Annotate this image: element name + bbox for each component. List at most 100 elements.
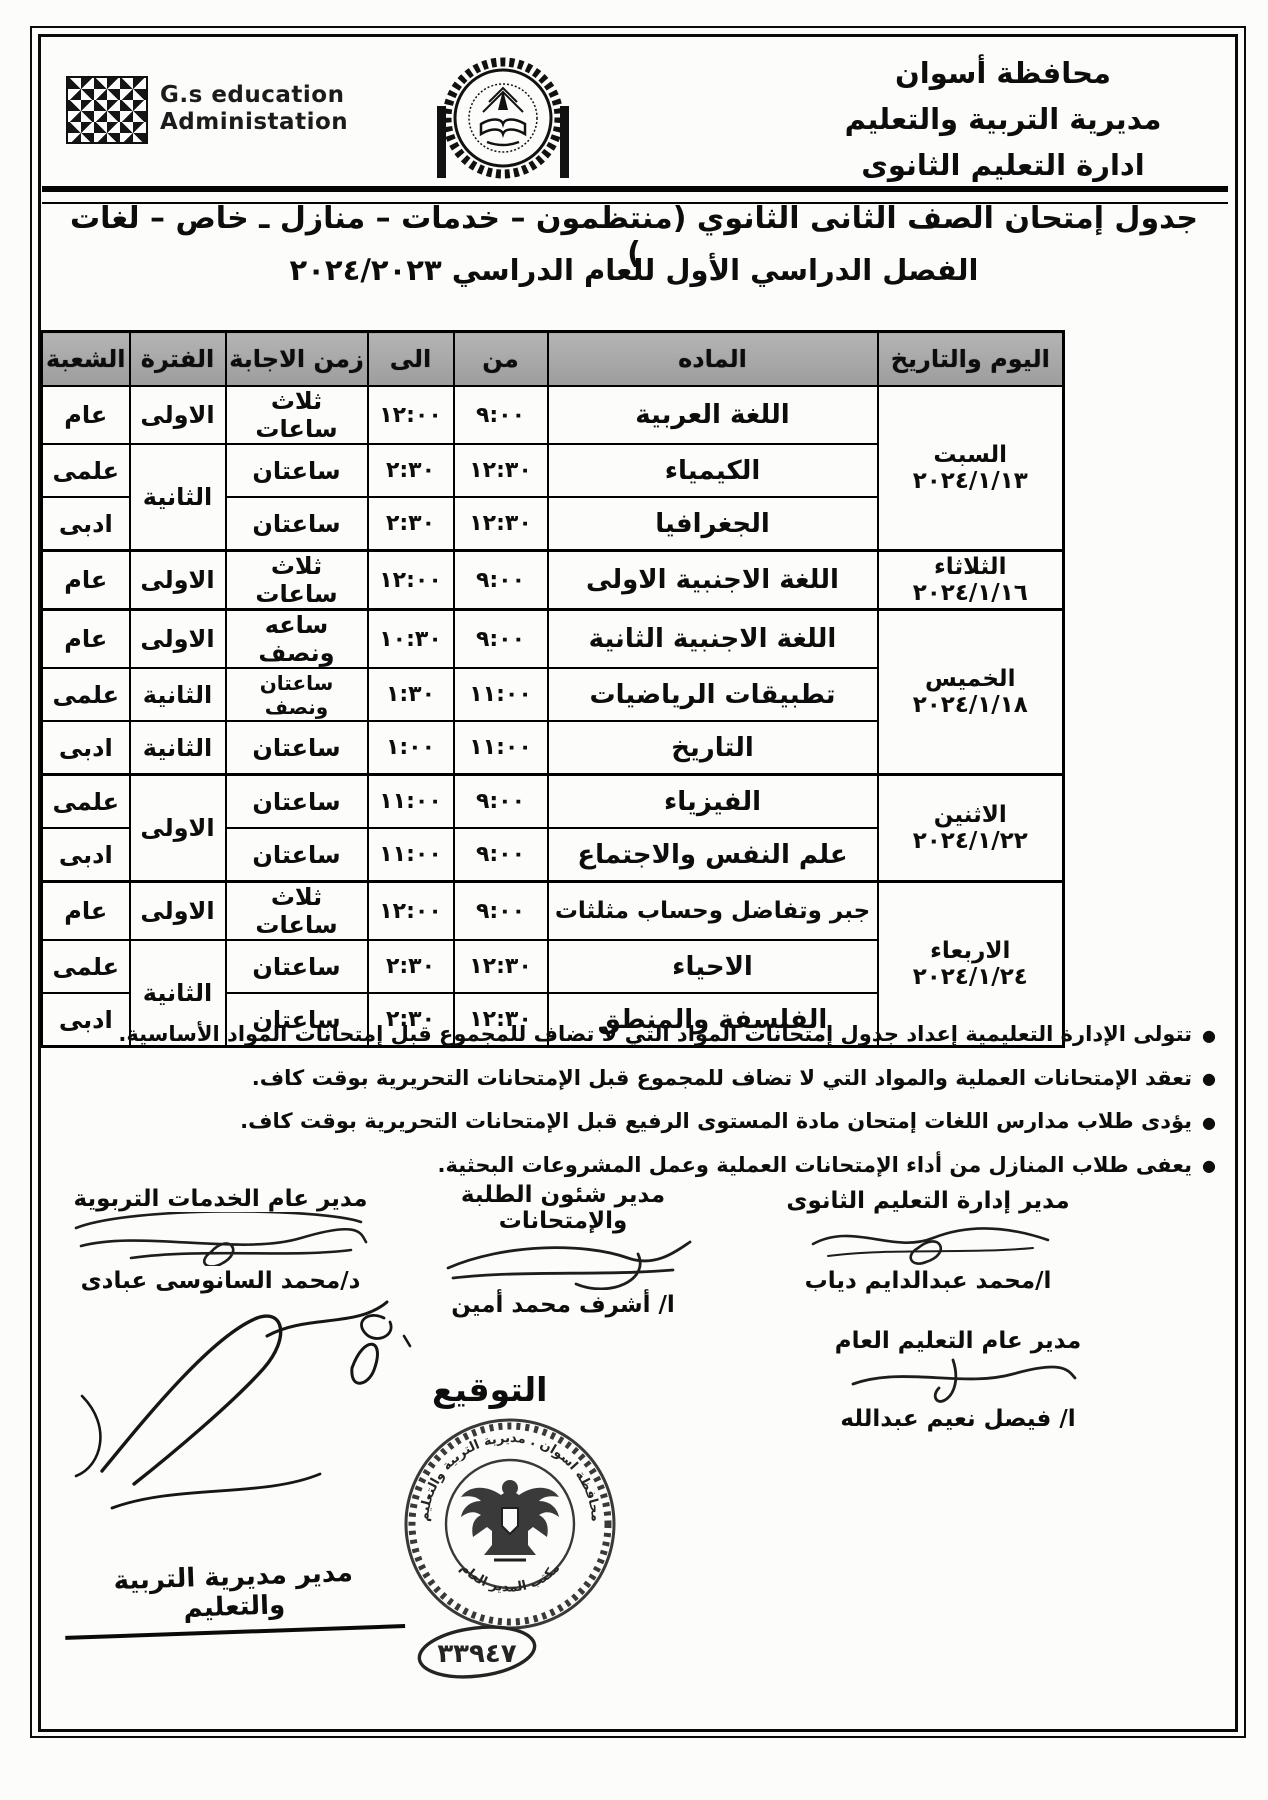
col-header-to: الى — [366, 330, 455, 387]
duration-cell: ساعتان — [224, 773, 369, 829]
duration-cell: ساعتان — [224, 939, 369, 994]
period-cell: الثانية — [128, 939, 227, 1048]
branch-cell: علمى — [40, 939, 131, 994]
branch-cell: عام — [40, 549, 131, 611]
day-cell: الاثنين ٢٠٢٤/١/٢٢ — [876, 773, 1065, 883]
signature-block-secondary-education: مدير إدارة التعليم الثانوى ا/محمد عبدالد… — [778, 1188, 1078, 1294]
branch-cell: عام — [40, 608, 131, 669]
org-ar-line3: ادارة التعليم الثانوى — [861, 148, 1145, 182]
branch-cell: عام — [40, 880, 131, 941]
period-cell: الثانية — [128, 443, 227, 552]
note-text: تعقد الإمتحانات العملية والمواد التي لا … — [251, 1065, 1193, 1090]
branch-cell: عام — [40, 385, 131, 445]
exam-schedule-table: اليوم والتاريخ الماده من الى زمن الاجابة… — [40, 330, 1065, 1048]
svg-text:مكتب المدير العام: مكتب المدير العام — [457, 1561, 563, 1596]
signature-name: ا/محمد عبدالدايم دياب — [804, 1268, 1052, 1294]
stamp-office-text: مكتب المدير العام — [457, 1561, 563, 1596]
schedule-subtitle: الفصل الدراسي الأول للعام الدراسي ٢٠٢٤/٢… — [289, 253, 979, 287]
signature-title: مدير شئون الطلبة والإمتحانات — [460, 1182, 666, 1234]
branch-cell: علمى — [40, 443, 131, 498]
schedule-title: جدول إمتحان الصف الثانى الثانوي (منتظمون… — [69, 201, 1199, 271]
subject-cell: الفلسفة والمنطق — [546, 992, 879, 1048]
eagle-icon — [461, 1480, 559, 1562]
to-cell: ١:٣٠ — [366, 667, 455, 722]
to-cell: ١٢:٠٠ — [366, 549, 455, 611]
branch-cell: ادبى — [40, 720, 131, 776]
from-cell: ٩:٠٠ — [452, 880, 549, 941]
org-en-line1: G.s education — [160, 82, 345, 108]
to-cell: ١:٠٠ — [366, 720, 455, 776]
period-cell: الاولى — [128, 549, 227, 611]
header-divider — [42, 186, 1228, 204]
gs-education-logo — [66, 76, 148, 144]
day-cell: السبت ٢٠٢٤/١/١٣ — [876, 385, 1065, 552]
to-cell: ٢:٣٠ — [366, 443, 455, 498]
period-cell: الاولى — [128, 880, 227, 941]
from-cell: ٩:٠٠ — [452, 385, 549, 445]
col-header-branch: الشعبة — [40, 330, 131, 387]
col-header-duration: زمن الاجابة — [224, 330, 369, 387]
org-ar-line2: مديرية التربية والتعليم — [844, 102, 1162, 136]
duration-cell: ثلاث ساعات — [224, 880, 369, 941]
table-row: الاثنين ٢٠٢٤/١/٢٢ الفيزياء ٩:٠٠ ١١:٠٠ سا… — [40, 773, 1065, 883]
col-header-subject: الماده — [546, 330, 879, 387]
to-cell: ١٢:٠٠ — [366, 385, 455, 445]
to-cell: ١٢:٠٠ — [366, 880, 455, 941]
from-cell: ١٢:٣٠ — [452, 992, 549, 1048]
stamp-number-text: ٣٣٩٤٧ — [437, 1639, 516, 1669]
page-border-inner — [38, 34, 1238, 1732]
signature-name: د/محمد السانوسى عبادى — [80, 1268, 361, 1294]
col-header-day: اليوم والتاريخ — [876, 330, 1065, 387]
from-cell: ٩:٠٠ — [452, 608, 549, 669]
period-cell: الاولى — [128, 773, 227, 883]
stamp-serial-number: ٣٣٩٤٧ — [412, 1622, 542, 1686]
table-row: الخميس ٢٠٢٤/١/١٨ اللغة الاجنبية الثانية … — [40, 608, 1065, 776]
from-cell: ٩:٠٠ — [452, 827, 549, 883]
to-cell: ١١:٠٠ — [366, 827, 455, 883]
table-row: الجغرافيا ١٢:٣٠ ٢:٣٠ ساعتان ادبى — [40, 496, 1064, 552]
notes-list: ● تتولى الإدارة التعليمية إعداد جدول إمتح… — [50, 1020, 1216, 1194]
branch-cell: علمى — [40, 667, 131, 722]
to-cell: ١١:٠٠ — [366, 773, 455, 829]
subject-cell: اللغة الاجنبية الثانية — [546, 608, 879, 669]
signature-block-educational-services: مدير عام الخدمات التربوية د/محمد السانوس… — [48, 1186, 393, 1294]
duration-cell: ثلاث ساعات — [224, 385, 369, 445]
note-text: يؤدى طلاب مدارس اللغات إمتحان مادة المست… — [240, 1109, 1193, 1133]
table-row: الكيمياء ١٢:٣٠ ٢:٣٠ ساعتان الثانية علمى — [40, 443, 1064, 552]
branch-cell: ادبى — [40, 992, 131, 1048]
branch-cell: ادبى — [40, 827, 131, 883]
duration-cell: ساعتان — [224, 443, 369, 498]
bullet-icon: ● — [1202, 1156, 1216, 1175]
period-cell: الثانية — [128, 667, 227, 722]
branch-cell: ادبى — [40, 496, 131, 552]
table-row: الفلسفة والمنطق ١٢:٣٠ ٢:٣٠ ساعتان ادبى — [40, 992, 1064, 1048]
note-text: يعفى طلاب المنازل من أداء الإمتحانات الع… — [437, 1152, 1193, 1177]
col-header-period: الفترة — [128, 330, 227, 387]
duration-cell: ساعتان — [224, 720, 369, 776]
org-name-arabic: محافظة أسوان مديرية التربية والتعليم ادا… — [808, 50, 1198, 188]
note-item: ● تعقد الإمتحانات العملية والمواد التي لا… — [50, 1064, 1216, 1094]
col-header-from: من — [452, 330, 549, 387]
org-name-english: G.s education Administation — [160, 82, 348, 136]
table-row: الثلاثاء ٢٠٢٤/١/١٦ اللغة الاجنبية الاولى… — [40, 549, 1065, 611]
signature-name: ا/ فيصل نعيم عبدالله — [840, 1406, 1076, 1432]
subject-cell: تطبيقات الرياضيات — [546, 667, 879, 722]
signature-scribble — [811, 1227, 1050, 1265]
org-ar-line1: محافظة أسوان — [895, 56, 1111, 90]
bullet-icon: ● — [1202, 1112, 1216, 1132]
subject-cell: جبر وتفاضل وحساب مثلثات — [546, 880, 879, 941]
branch-cell: علمى — [40, 773, 131, 829]
duration-cell: ساعتان ونصف — [224, 667, 369, 722]
bullet-icon: ● — [1202, 1025, 1216, 1045]
subject-cell: التاريخ — [546, 720, 879, 776]
subject-cell: الجغرافيا — [546, 496, 879, 552]
period-cell: الاولى — [128, 608, 227, 669]
to-cell: ٢:٣٠ — [366, 939, 455, 994]
ministry-emblem-icon — [428, 56, 578, 200]
table-header-row: اليوم والتاريخ الماده من الى زمن الاجابة… — [40, 330, 1065, 387]
table-row: علم النفس والاجتماع ٩:٠٠ ١١:٠٠ ساعتان اد… — [40, 827, 1064, 883]
period-cell: الاولى — [128, 385, 227, 445]
subject-cell: اللغة العربية — [546, 385, 879, 445]
signature-scribble — [446, 1240, 692, 1290]
